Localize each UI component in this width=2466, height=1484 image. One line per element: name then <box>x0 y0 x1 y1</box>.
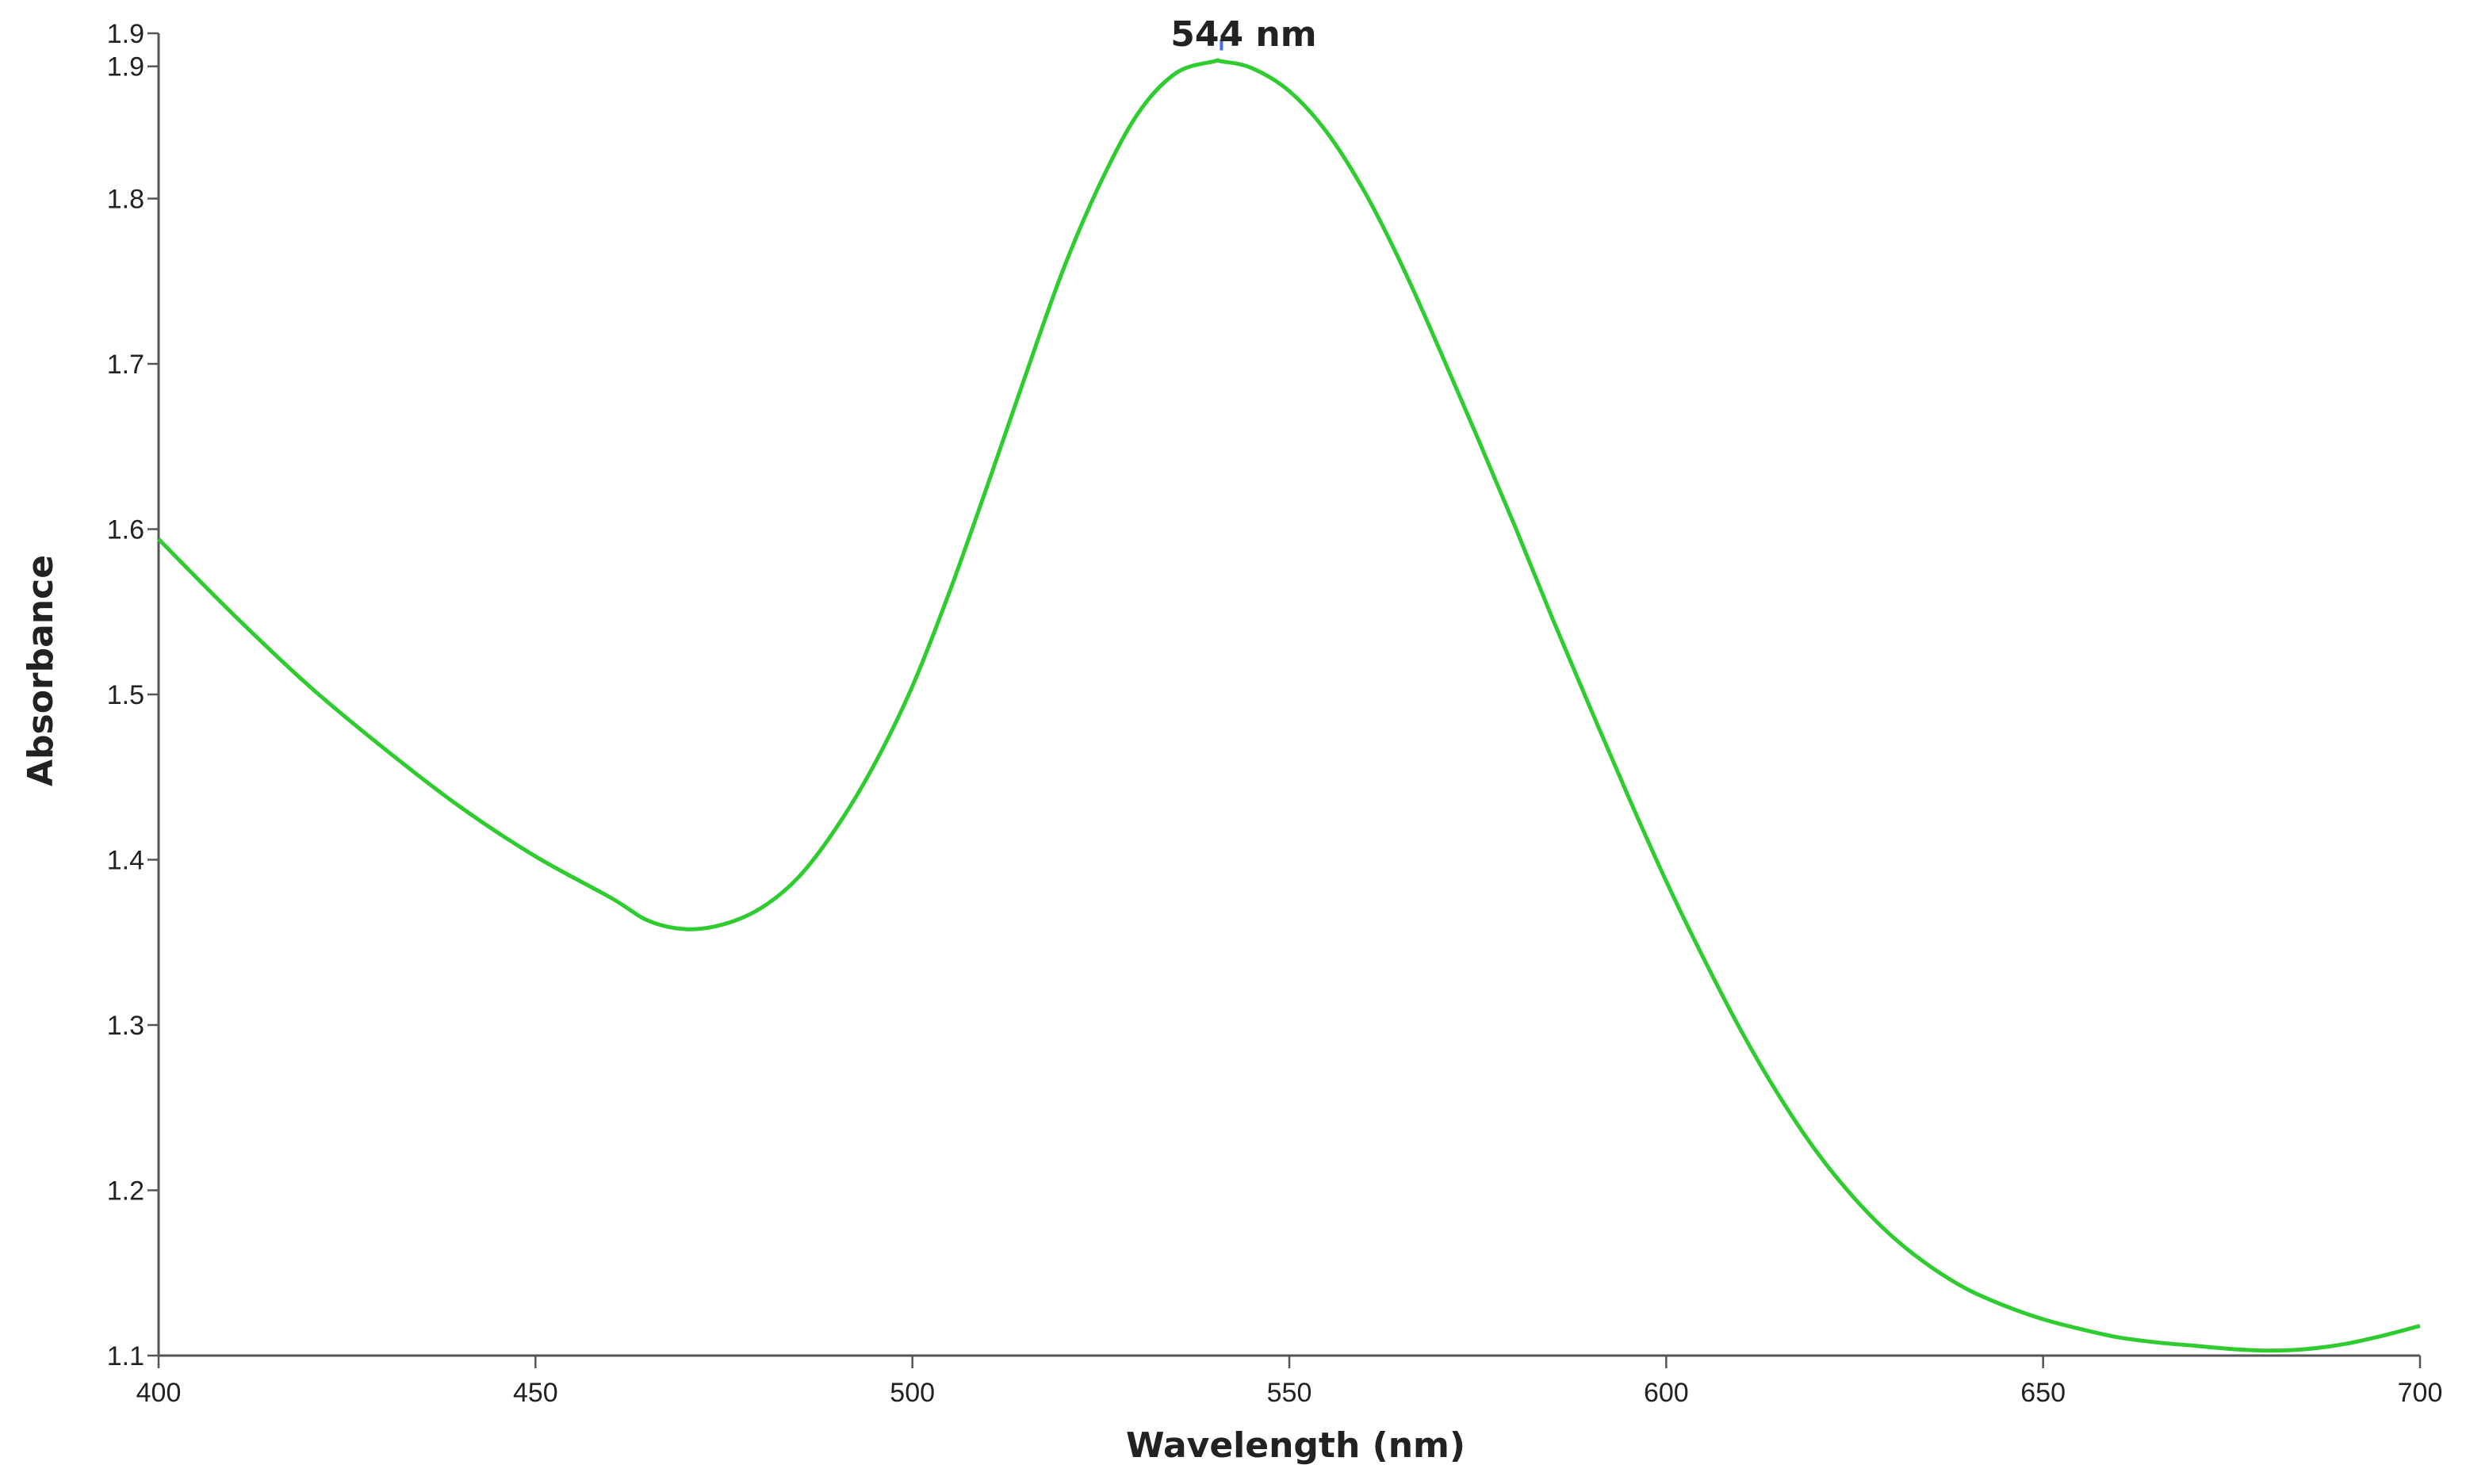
y-tick-label: 1.4 <box>107 846 144 876</box>
y-tick-label: 1.6 <box>107 515 144 545</box>
x-tick-label: 450 <box>513 1378 558 1408</box>
x-tick-label: 500 <box>890 1378 935 1408</box>
series-layer <box>157 58 2421 1353</box>
y-tick-label: 1.3 <box>107 1011 144 1041</box>
y-tick-label: 1.9 <box>107 52 144 82</box>
axes <box>157 33 2420 1357</box>
x-tick-label: 650 <box>2020 1378 2066 1408</box>
x-tick-label: 550 <box>1267 1378 1312 1408</box>
peak-annotation: 544 nm <box>1170 14 1316 55</box>
x-tick-label: 700 <box>2398 1378 2443 1408</box>
y-tick-label: 1.8 <box>107 185 144 215</box>
y-tick-label: 1.2 <box>107 1176 144 1207</box>
y-tick-label: 1.9 <box>107 19 144 49</box>
y-tick-label: 1.7 <box>107 350 144 380</box>
x-axis-title: Wavelength (nm) <box>1126 1425 1465 1466</box>
x-tick-label: 600 <box>1644 1378 1689 1408</box>
y-axis-title: Absorbance <box>21 555 61 786</box>
y-tick-label: 1.5 <box>107 680 144 710</box>
peak-label: 544 nm <box>1170 14 1316 55</box>
y-tick-label: 1.1 <box>107 1341 144 1371</box>
x-tick-label: 400 <box>136 1378 182 1408</box>
x-axis-ticks: 400 450 500 550 600 650 700 <box>136 1356 2443 1408</box>
y-axis-ticks: 1.1 1.2 1.3 1.4 1.5 1.6 1.7 1.8 1.91.9 <box>107 19 159 1371</box>
absorbance-line <box>157 58 2421 1353</box>
